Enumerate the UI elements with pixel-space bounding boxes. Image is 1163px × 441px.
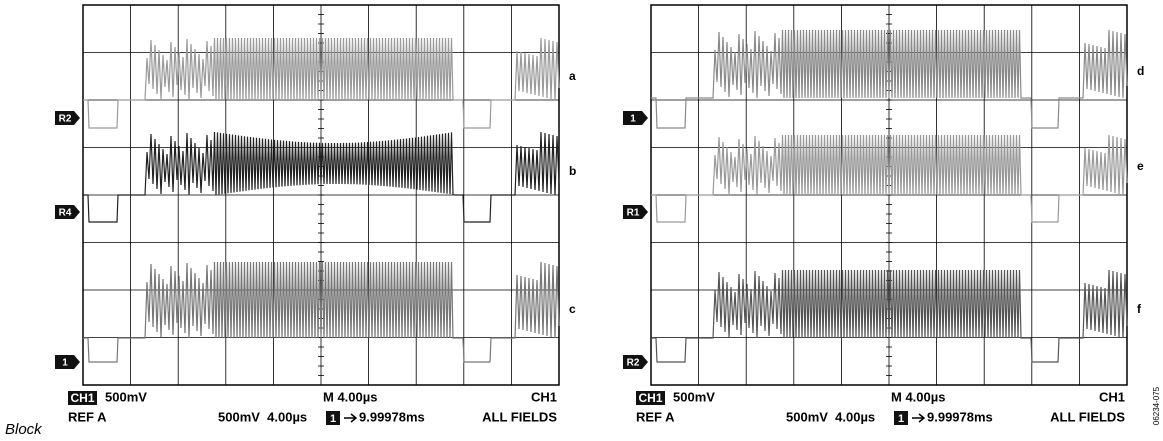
marker-flag [623,111,648,125]
marker-box [326,411,340,425]
waveform [83,37,560,129]
readout-marker: 1 [330,413,336,425]
marker-flag [55,111,80,125]
trace-label: c [569,302,576,316]
trace-label: f [1137,302,1142,316]
figure-id: 06234-075 [1152,386,1161,425]
marker-label: 1 [630,114,636,125]
trace-label: e [1137,159,1144,173]
arrow [912,413,926,423]
marker-flag [55,355,80,369]
trace-label: a [569,69,576,83]
caption: Block [5,421,43,438]
marker-box [894,411,908,425]
readout-delay: 9.99978ms [359,409,425,424]
readout-ref: REF A [68,409,107,424]
waveform [83,261,560,363]
readout-channel: CH1 [638,391,662,405]
readout-ref: REF A [636,409,675,424]
marker-label: R4 [59,208,72,219]
readout-delay: 9.99978ms [927,409,993,424]
waveform [651,134,1128,223]
marker-flag [623,355,648,369]
marker-flag [55,205,80,219]
readout-volts: 500mV [673,389,715,404]
readout-fields: ALL FIELDS [1050,409,1125,424]
readout-fields: ALL FIELDS [482,409,557,424]
waveform [651,29,1128,129]
waveform [83,131,560,223]
readout-timebase: M 4.00µs [323,389,377,404]
readout-channel: CH1 [70,391,94,405]
marker-label: R2 [59,114,72,125]
trace-label: d [1137,64,1144,78]
marker-label: 1 [62,358,68,369]
readout-trigger: CH1 [531,389,557,404]
marker-label: R1 [627,208,640,219]
arrow [344,413,358,423]
readout-volts: 500mV [105,389,147,404]
marker-flag [623,205,648,219]
trace-label: b [569,164,576,178]
channel-box [68,391,97,405]
readout-trigger: CH1 [1099,389,1125,404]
channel-box [636,391,665,405]
readout-ref-settings: 500mV 4.00µs [218,409,307,424]
marker-label: R2 [627,358,640,369]
readout-marker: 1 [898,413,904,425]
waveform [651,269,1128,363]
readout-timebase: M 4.00µs [891,389,945,404]
readout-ref-settings: 500mV 4.00µs [786,409,875,424]
